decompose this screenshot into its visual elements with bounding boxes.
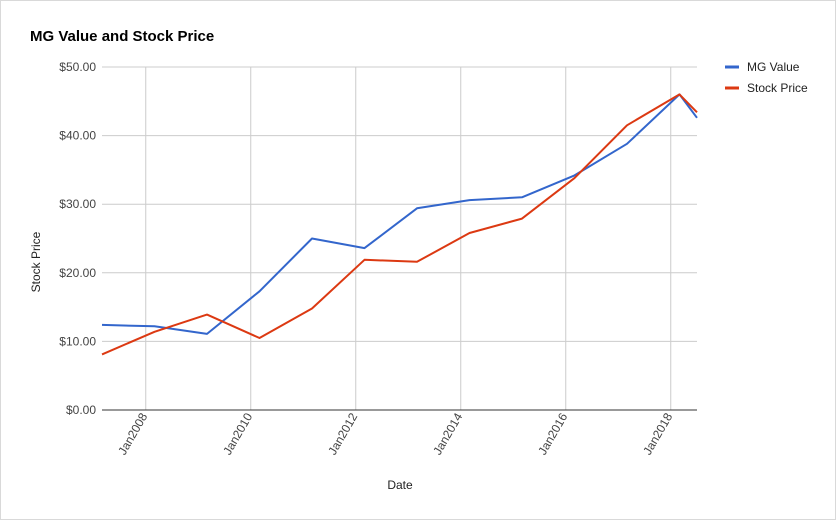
y-axis-label: Stock Price <box>29 231 43 292</box>
y-gridlines <box>102 66 697 411</box>
series-line-mg-value <box>101 93 698 335</box>
x-axis-label: Date <box>387 478 413 492</box>
x-tick-label: Jan2014 <box>430 410 465 457</box>
x-tick-label: Jan2008 <box>115 410 150 457</box>
series-line-stock-price <box>101 93 698 356</box>
legend-label: MG Value <box>747 60 800 74</box>
y-tick-label: $10.00 <box>59 334 96 348</box>
series-lines <box>101 93 698 356</box>
y-tick-label: $20.00 <box>59 266 96 280</box>
x-tick-label: Jan2018 <box>640 410 675 457</box>
x-tick-label: Jan2010 <box>220 410 255 457</box>
y-tick-label: $50.00 <box>59 60 96 74</box>
legend-label: Stock Price <box>747 81 808 95</box>
chart-title: MG Value and Stock Price <box>30 28 214 45</box>
legend: MG Value Stock Price <box>725 60 808 95</box>
x-tick-label: Jan2016 <box>535 410 570 457</box>
y-tick-label: $0.00 <box>66 403 96 417</box>
x-tick-label: Jan2012 <box>325 410 360 457</box>
y-tick-label: $40.00 <box>59 129 96 143</box>
y-tick-label: $30.00 <box>59 197 96 211</box>
y-axis-tick-labels: $0.00 $10.00 $20.00 $30.00 $40.00 $50.00 <box>59 60 96 417</box>
x-axis-tick-labels: Jan2008 Jan2010 Jan2012 Jan2014 Jan2016 Jan20… <box>115 410 675 457</box>
x-gridlines <box>145 67 672 410</box>
